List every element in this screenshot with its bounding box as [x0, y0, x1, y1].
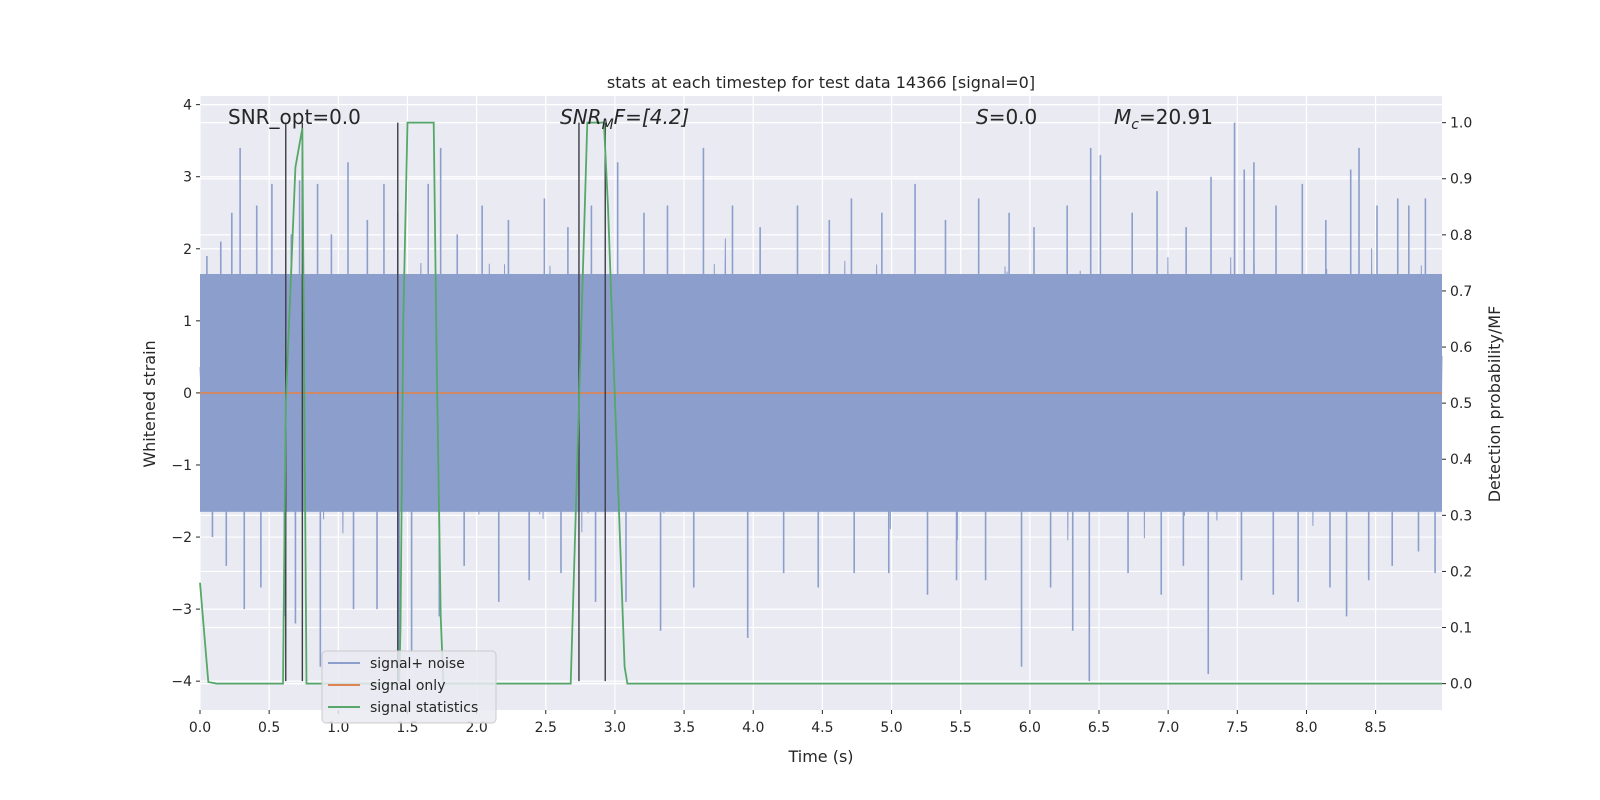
annotation-s-var: S	[976, 105, 989, 129]
chart-title: stats at each timestep for test data 143…	[607, 73, 1035, 92]
y-axis-label-left: Whitened strain	[140, 340, 159, 467]
annotation-mc-sub: c	[1131, 117, 1139, 133]
y-tick-label-left: 3	[183, 170, 192, 186]
series-signal-statistics	[199, 121, 1442, 685]
x-tick-label: 2.5	[535, 720, 557, 736]
x-tick-label: 7.5	[1226, 720, 1248, 736]
x-tick-label: 5.5	[950, 720, 972, 736]
x-tick-label: 5.0	[880, 720, 902, 736]
y-tick-label-left: 2	[183, 242, 192, 258]
y-tick-label-right: 0.4	[1450, 452, 1472, 468]
legend-label-signal-only: signal only	[370, 678, 445, 694]
axis-ticks: 0.0 0.5 1.0 1.5 2.0 2.5 3.0 3.5 4.0 4.5 5.0 5.5 6.0 6…	[171, 98, 1472, 736]
y-tick-label-right: 0.1	[1450, 621, 1472, 637]
annotation-snr-mf-sub: M	[602, 117, 614, 133]
annotation-snr-mf-rest: F=[4.2]	[614, 105, 690, 129]
x-tick-label: 3.5	[673, 720, 695, 736]
y-tick-label-right: 0.2	[1450, 564, 1472, 580]
y-tick-label-right: 1.0	[1450, 116, 1472, 132]
annotation-mc: Mc=20.91	[1114, 105, 1213, 133]
signal-statistics-line	[199, 121, 1442, 685]
y-tick-label-right: 0.7	[1450, 284, 1472, 300]
x-tick-label: 4.0	[742, 720, 764, 736]
annotation-s-rest: =0.0	[989, 105, 1038, 129]
x-tick-label: 6.5	[1088, 720, 1110, 736]
legend-label-signal-statistics: signal statistics	[370, 700, 478, 716]
x-tick-label: 0.5	[258, 720, 280, 736]
y-axis-label-right: Detection probability/MF	[1485, 306, 1504, 503]
annotation-snr-opt: SNR_opt=0.0	[228, 105, 361, 129]
y-tick-label-right: 0.3	[1450, 508, 1472, 524]
x-tick-label: 8.0	[1295, 720, 1317, 736]
x-tick-label: 7.0	[1157, 720, 1179, 736]
y-tick-label-left: −2	[171, 530, 192, 546]
x-tick-label: 4.5	[811, 720, 833, 736]
y-tick-label-right: 0.9	[1450, 172, 1472, 188]
annotation-snr-mf-base: SNR	[560, 105, 602, 129]
x-tick-label: 8.5	[1364, 720, 1386, 736]
annotation-mc-rest: =20.91	[1139, 105, 1213, 129]
x-tick-label: 2.0	[465, 720, 487, 736]
y-tick-label-left: 0	[183, 386, 192, 402]
y-tick-label-left: 1	[183, 314, 192, 330]
x-tick-label: 6.0	[1019, 720, 1041, 736]
x-axis-label: Time (s)	[787, 747, 853, 766]
x-tick-label: 1.5	[396, 720, 418, 736]
y-tick-label-right: 0.0	[1450, 677, 1472, 693]
x-tick-label: 1.0	[327, 720, 349, 736]
x-tick-label: 3.0	[604, 720, 626, 736]
y-tick-label-left: −3	[171, 602, 192, 618]
y-tick-label-right: 0.6	[1450, 340, 1472, 356]
y-tick-label-left: −4	[171, 674, 192, 690]
legend: signal+ noise signal only signal statist…	[321, 650, 497, 724]
annotation-snr-mf: SNRMF=[4.2]	[560, 105, 689, 133]
legend-box	[321, 650, 497, 724]
y-tick-label-left: 4	[183, 98, 192, 114]
annotation-s: S=0.0	[976, 105, 1037, 129]
x-tick-label: 0.0	[189, 720, 211, 736]
annotation-mc-base: M	[1114, 105, 1131, 129]
y-tick-label-left: −1	[171, 458, 192, 474]
y-tick-label-right: 0.5	[1450, 396, 1472, 412]
noise-trace	[199, 238, 1443, 541]
y-tick-label-right: 0.8	[1450, 228, 1472, 244]
legend-label-signal-noise: signal+ noise	[370, 656, 465, 672]
